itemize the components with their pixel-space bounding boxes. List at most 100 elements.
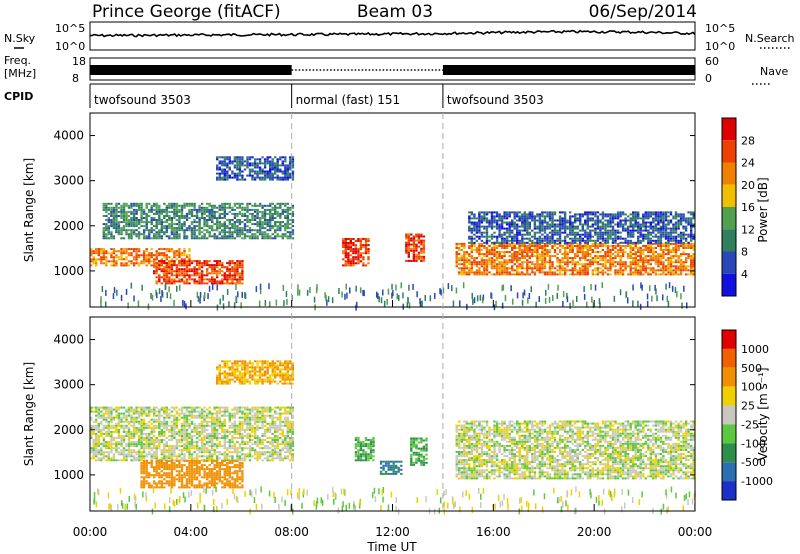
power-cell-475: [223, 282, 226, 285]
cpid-segment-0: twofsound 3503: [94, 93, 191, 107]
power-cell-3881: [642, 223, 645, 226]
velocity-cell-470: [150, 457, 153, 460]
power-cell-4209: [360, 287, 362, 294]
power-cell-90: [125, 250, 128, 253]
power-cell-1840: [357, 256, 360, 259]
power-cell-551: [241, 260, 244, 263]
power-cell-928: [175, 233, 179, 236]
velocity-cell-168: [110, 426, 113, 429]
power-cell-4188: [662, 294, 664, 301]
power-cell-1446: [281, 221, 284, 224]
velocity-cell-93: [100, 406, 103, 409]
power-cell-749: [137, 202, 141, 205]
power-cell-3564: [571, 221, 574, 224]
power-cell-283: [165, 264, 168, 267]
power-cell-843: [158, 217, 161, 219]
power-cell-361: [188, 268, 191, 271]
power-cell-152: [153, 258, 156, 261]
power-cell-1186: [228, 235, 231, 238]
power-cell-1393: [269, 204, 272, 207]
power-cell-1328: [256, 204, 259, 207]
power-cell-2333: [531, 242, 534, 245]
power-cell-3706: [604, 237, 607, 240]
power-cell-3461: [548, 211, 552, 214]
velocity-cell-67: [97, 428, 100, 431]
power-cell-3411: [538, 213, 542, 216]
power-cell-2597: [589, 253, 592, 256]
power-cell-3255: [505, 215, 509, 218]
power-cell-4333: [592, 302, 595, 309]
power-cell-32: [102, 262, 105, 265]
power-cell-3540: [566, 221, 569, 224]
power-cell-726: [135, 233, 138, 236]
power-cell-21: [97, 254, 100, 257]
power-cell-4077: [682, 233, 685, 236]
power-cell-3078: [692, 242, 695, 245]
power-cell-1453: [284, 229, 287, 232]
power-cell-641: [117, 210, 121, 213]
power-cell-888: [168, 225, 171, 228]
power-cell-3067: [692, 267, 695, 270]
power-cell-2336: [533, 267, 537, 270]
power-cell-4295: [222, 303, 225, 310]
power-cell-1310: [253, 217, 257, 219]
power-cell-3292: [513, 211, 516, 214]
power-cell-1773: [342, 252, 345, 255]
power-cell-1152: [221, 223, 224, 226]
power-cell-2053: [473, 259, 476, 262]
power-cell-956: [180, 227, 184, 230]
power-cell-3332: [523, 233, 526, 236]
power-cell-2550: [579, 242, 582, 245]
power-cell-4329: [355, 304, 357, 311]
power-cell-2005: [463, 265, 466, 268]
power-cell-1855: [359, 240, 363, 242]
power-cell-258: [160, 282, 163, 285]
velocity-cell-427: [142, 420, 146, 423]
power-cell-1498: [291, 206, 295, 209]
power-cell-204: [175, 250, 179, 253]
velocity-cell-300: [127, 422, 131, 425]
power-cell-534: [238, 276, 242, 279]
power-cell-1061: [203, 237, 206, 240]
power-cell-4061: [677, 213, 680, 216]
power-cell-4221: [601, 282, 603, 289]
power-cell-3107: [473, 225, 476, 228]
power-cell-1545: [226, 158, 229, 161]
velocity-heatmap-cells: [90, 360, 696, 515]
power-cell-3183: [490, 221, 494, 224]
power-cell-2064: [475, 257, 479, 260]
power-cell-3347: [526, 229, 529, 232]
power-cell-2136: [490, 249, 494, 251]
velocity-cell-101: [102, 439, 105, 441]
power-cell-1034: [195, 210, 199, 213]
velocity-cell-214: [117, 443, 121, 446]
power-cell-294: [168, 262, 171, 265]
power-cell-1179: [226, 227, 229, 230]
power-cell-547: [241, 268, 244, 271]
velocity-cell-171: [110, 418, 113, 421]
power-cell-1614: [248, 164, 252, 167]
power-cell-4095: [687, 235, 690, 238]
power-cell-1283: [248, 237, 252, 240]
power-cell-2151: [493, 242, 496, 245]
power-cell-3638: [589, 233, 592, 236]
power-cell-3230: [500, 221, 504, 224]
power-cell-387: [195, 262, 199, 265]
power-cell-3435: [543, 215, 547, 218]
power-cell-2262: [518, 273, 521, 276]
power-cell-315: [175, 276, 179, 279]
power-cell-2997: [677, 273, 680, 276]
power-cell-1072: [203, 208, 206, 211]
power-cell-704: [130, 219, 133, 221]
velocity-cell-183: [112, 443, 116, 446]
power-cell-1224: [236, 231, 239, 234]
power-cell-2820: [639, 259, 642, 262]
power-cell-3836: [632, 219, 635, 222]
power-cell-583: [107, 225, 110, 228]
velocity-cell-392: [140, 451, 143, 454]
power-cell-3543: [569, 237, 572, 240]
power-cell-4038: [674, 239, 678, 242]
power-cell-3148: [483, 227, 486, 230]
power-cell-3254: [505, 217, 509, 220]
power-cell-2698: [611, 247, 615, 249]
